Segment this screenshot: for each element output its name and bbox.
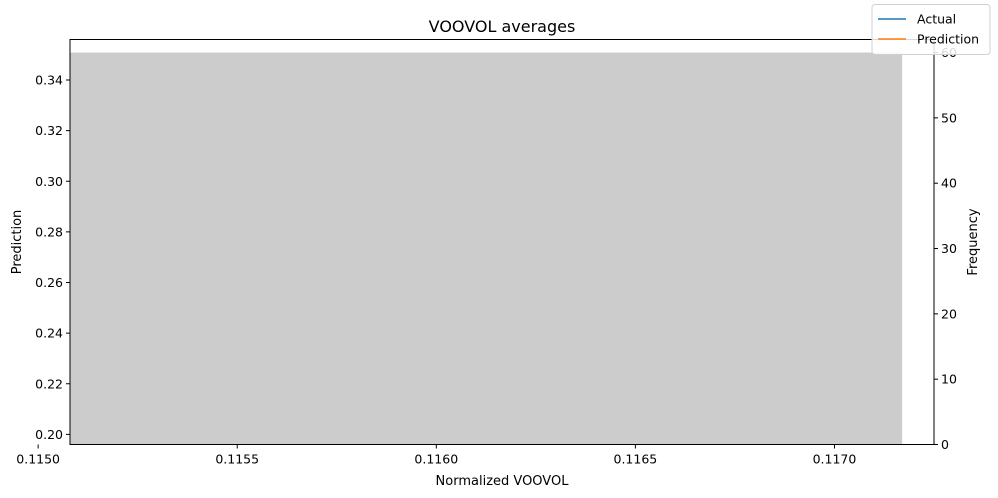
y-right-tick-label: 50 xyxy=(941,110,957,125)
legend-frame xyxy=(871,4,991,55)
chart-title: VOOVOL averages xyxy=(429,17,576,36)
y-right-tick-label: 10 xyxy=(941,372,957,387)
histogram-bar xyxy=(70,52,903,445)
x-tick-label: 0.1160 xyxy=(414,452,458,467)
y-left-tick-label: 0.34 xyxy=(35,73,63,88)
x-axis-ticks: 0.1150 0.1155 0.1160 0.1165 0.1170 xyxy=(16,444,857,467)
y-left-axis-label: Prediction xyxy=(10,210,25,275)
y-left-tick-label: 0.26 xyxy=(35,275,63,290)
y-right-tick-label: 0 xyxy=(941,437,949,452)
histogram-layer xyxy=(70,52,903,445)
x-tick-label: 0.1150 xyxy=(16,452,60,467)
y-left-tick-label: 0.32 xyxy=(35,123,63,138)
y-right-tick-label: 30 xyxy=(941,241,957,256)
y-right-tick-label: 40 xyxy=(941,176,957,191)
y-right-tick-label: 20 xyxy=(941,306,957,321)
legend-label: Actual xyxy=(917,12,956,27)
x-tick-label: 0.1165 xyxy=(614,452,658,467)
y-left-axis-ticks: 0.20 0.22 0.24 0.26 0.28 0.30 0.32 0.34 xyxy=(35,73,70,442)
y-left-tick-label: 0.24 xyxy=(35,326,63,341)
y-left-tick-label: 0.22 xyxy=(35,376,63,391)
y-right-axis-ticks: 0102030405060 xyxy=(934,45,957,452)
x-axis-label: Normalized VOOVOL xyxy=(436,474,570,489)
legend-label: Prediction xyxy=(917,32,979,47)
y-left-tick-label: 0.30 xyxy=(35,174,63,189)
y-right-axis-label: Frequency xyxy=(966,208,981,275)
legend-entries: Actual Prediction xyxy=(878,12,979,47)
y-left-tick-label: 0.20 xyxy=(35,427,63,442)
y-left-tick-label: 0.28 xyxy=(35,224,63,239)
legend: Actual Prediction xyxy=(871,4,991,55)
x-tick-label: 0.1155 xyxy=(215,452,259,467)
x-tick-label: 0.1170 xyxy=(813,452,857,467)
plot-frame xyxy=(69,39,935,445)
